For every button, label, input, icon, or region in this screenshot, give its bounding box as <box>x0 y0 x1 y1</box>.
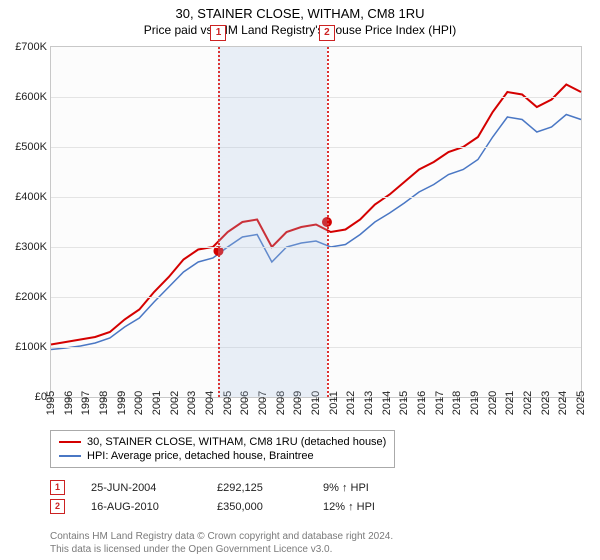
page-subtitle: Price paid vs. HM Land Registry's House … <box>0 21 600 37</box>
x-axis-label: 1996 <box>63 391 75 415</box>
x-axis-label: 2002 <box>169 391 181 415</box>
x-axis-label: 2013 <box>363 391 375 415</box>
footer-line: This data is licensed under the Open Gov… <box>50 544 393 557</box>
footer-line: Contains HM Land Registry data © Crown c… <box>50 531 393 544</box>
sale-marker-icon: 1 <box>50 480 65 495</box>
x-axis-label: 2020 <box>487 391 499 415</box>
table-row: 2 16-AUG-2010 £350,000 12% ↑ HPI <box>50 497 403 516</box>
y-axis-label: £400K <box>15 191 47 203</box>
y-axis-label: £600K <box>15 91 47 103</box>
sale-vline <box>327 47 329 397</box>
x-axis-label: 2015 <box>398 391 410 415</box>
legend-label: HPI: Average price, detached house, Brai… <box>87 450 314 462</box>
x-axis-label: 2019 <box>469 391 481 415</box>
sale-marker-icon: 1 <box>210 25 226 41</box>
sale-marker-icon: 2 <box>319 25 335 41</box>
x-axis-label: 2016 <box>416 391 428 415</box>
x-axis-label: 2014 <box>381 391 393 415</box>
footer: Contains HM Land Registry data © Crown c… <box>50 531 393 556</box>
sale-vs-hpi: 12% ↑ HPI <box>323 501 403 513</box>
x-axis-label: 2023 <box>540 391 552 415</box>
sale-date: 16-AUG-2010 <box>91 501 191 513</box>
x-axis-label: 2011 <box>328 391 340 415</box>
sale-price: £350,000 <box>217 501 297 513</box>
table-row: 1 25-JUN-2004 £292,125 9% ↑ HPI <box>50 478 403 497</box>
x-axis-label: 1999 <box>116 391 128 415</box>
legend-item: HPI: Average price, detached house, Brai… <box>59 449 386 463</box>
x-axis-label: 1997 <box>80 391 92 415</box>
sale-vline <box>218 47 220 397</box>
x-axis-label: 2003 <box>186 391 198 415</box>
sale-marker-icon: 2 <box>50 499 65 514</box>
sales-table: 1 25-JUN-2004 £292,125 9% ↑ HPI 2 16-AUG… <box>50 478 403 516</box>
y-axis-label: £700K <box>15 41 47 53</box>
x-axis-label: 2001 <box>151 391 163 415</box>
y-axis-label: £300K <box>15 241 47 253</box>
sale-vs-hpi: 9% ↑ HPI <box>323 482 403 494</box>
chart-area: £0£100K£200K£300K£400K£500K£600K£700K199… <box>50 46 582 398</box>
x-axis-label: 2004 <box>204 391 216 415</box>
legend: 30, STAINER CLOSE, WITHAM, CM8 1RU (deta… <box>50 430 395 468</box>
x-axis-label: 2012 <box>345 391 357 415</box>
x-axis-label: 2017 <box>434 391 446 415</box>
legend-swatch <box>59 441 81 443</box>
shaded-band <box>218 47 326 397</box>
x-axis-label: 2024 <box>557 391 569 415</box>
page-title: 30, STAINER CLOSE, WITHAM, CM8 1RU <box>0 0 600 21</box>
sale-price: £292,125 <box>217 482 297 494</box>
y-axis-label: £200K <box>15 291 47 303</box>
legend-label: 30, STAINER CLOSE, WITHAM, CM8 1RU (deta… <box>87 436 386 448</box>
y-axis-label: £100K <box>15 341 47 353</box>
legend-swatch <box>59 455 81 457</box>
x-axis-label: 2022 <box>522 391 534 415</box>
legend-item: 30, STAINER CLOSE, WITHAM, CM8 1RU (deta… <box>59 435 386 449</box>
x-axis-label: 2000 <box>133 391 145 415</box>
x-axis-label: 2018 <box>451 391 463 415</box>
x-axis-label: 2025 <box>575 391 587 415</box>
x-axis-label: 1995 <box>45 391 57 415</box>
x-axis-label: 1998 <box>98 391 110 415</box>
y-axis-label: £500K <box>15 141 47 153</box>
x-axis-label: 2021 <box>504 391 516 415</box>
page: 30, STAINER CLOSE, WITHAM, CM8 1RU Price… <box>0 0 600 560</box>
sale-date: 25-JUN-2004 <box>91 482 191 494</box>
